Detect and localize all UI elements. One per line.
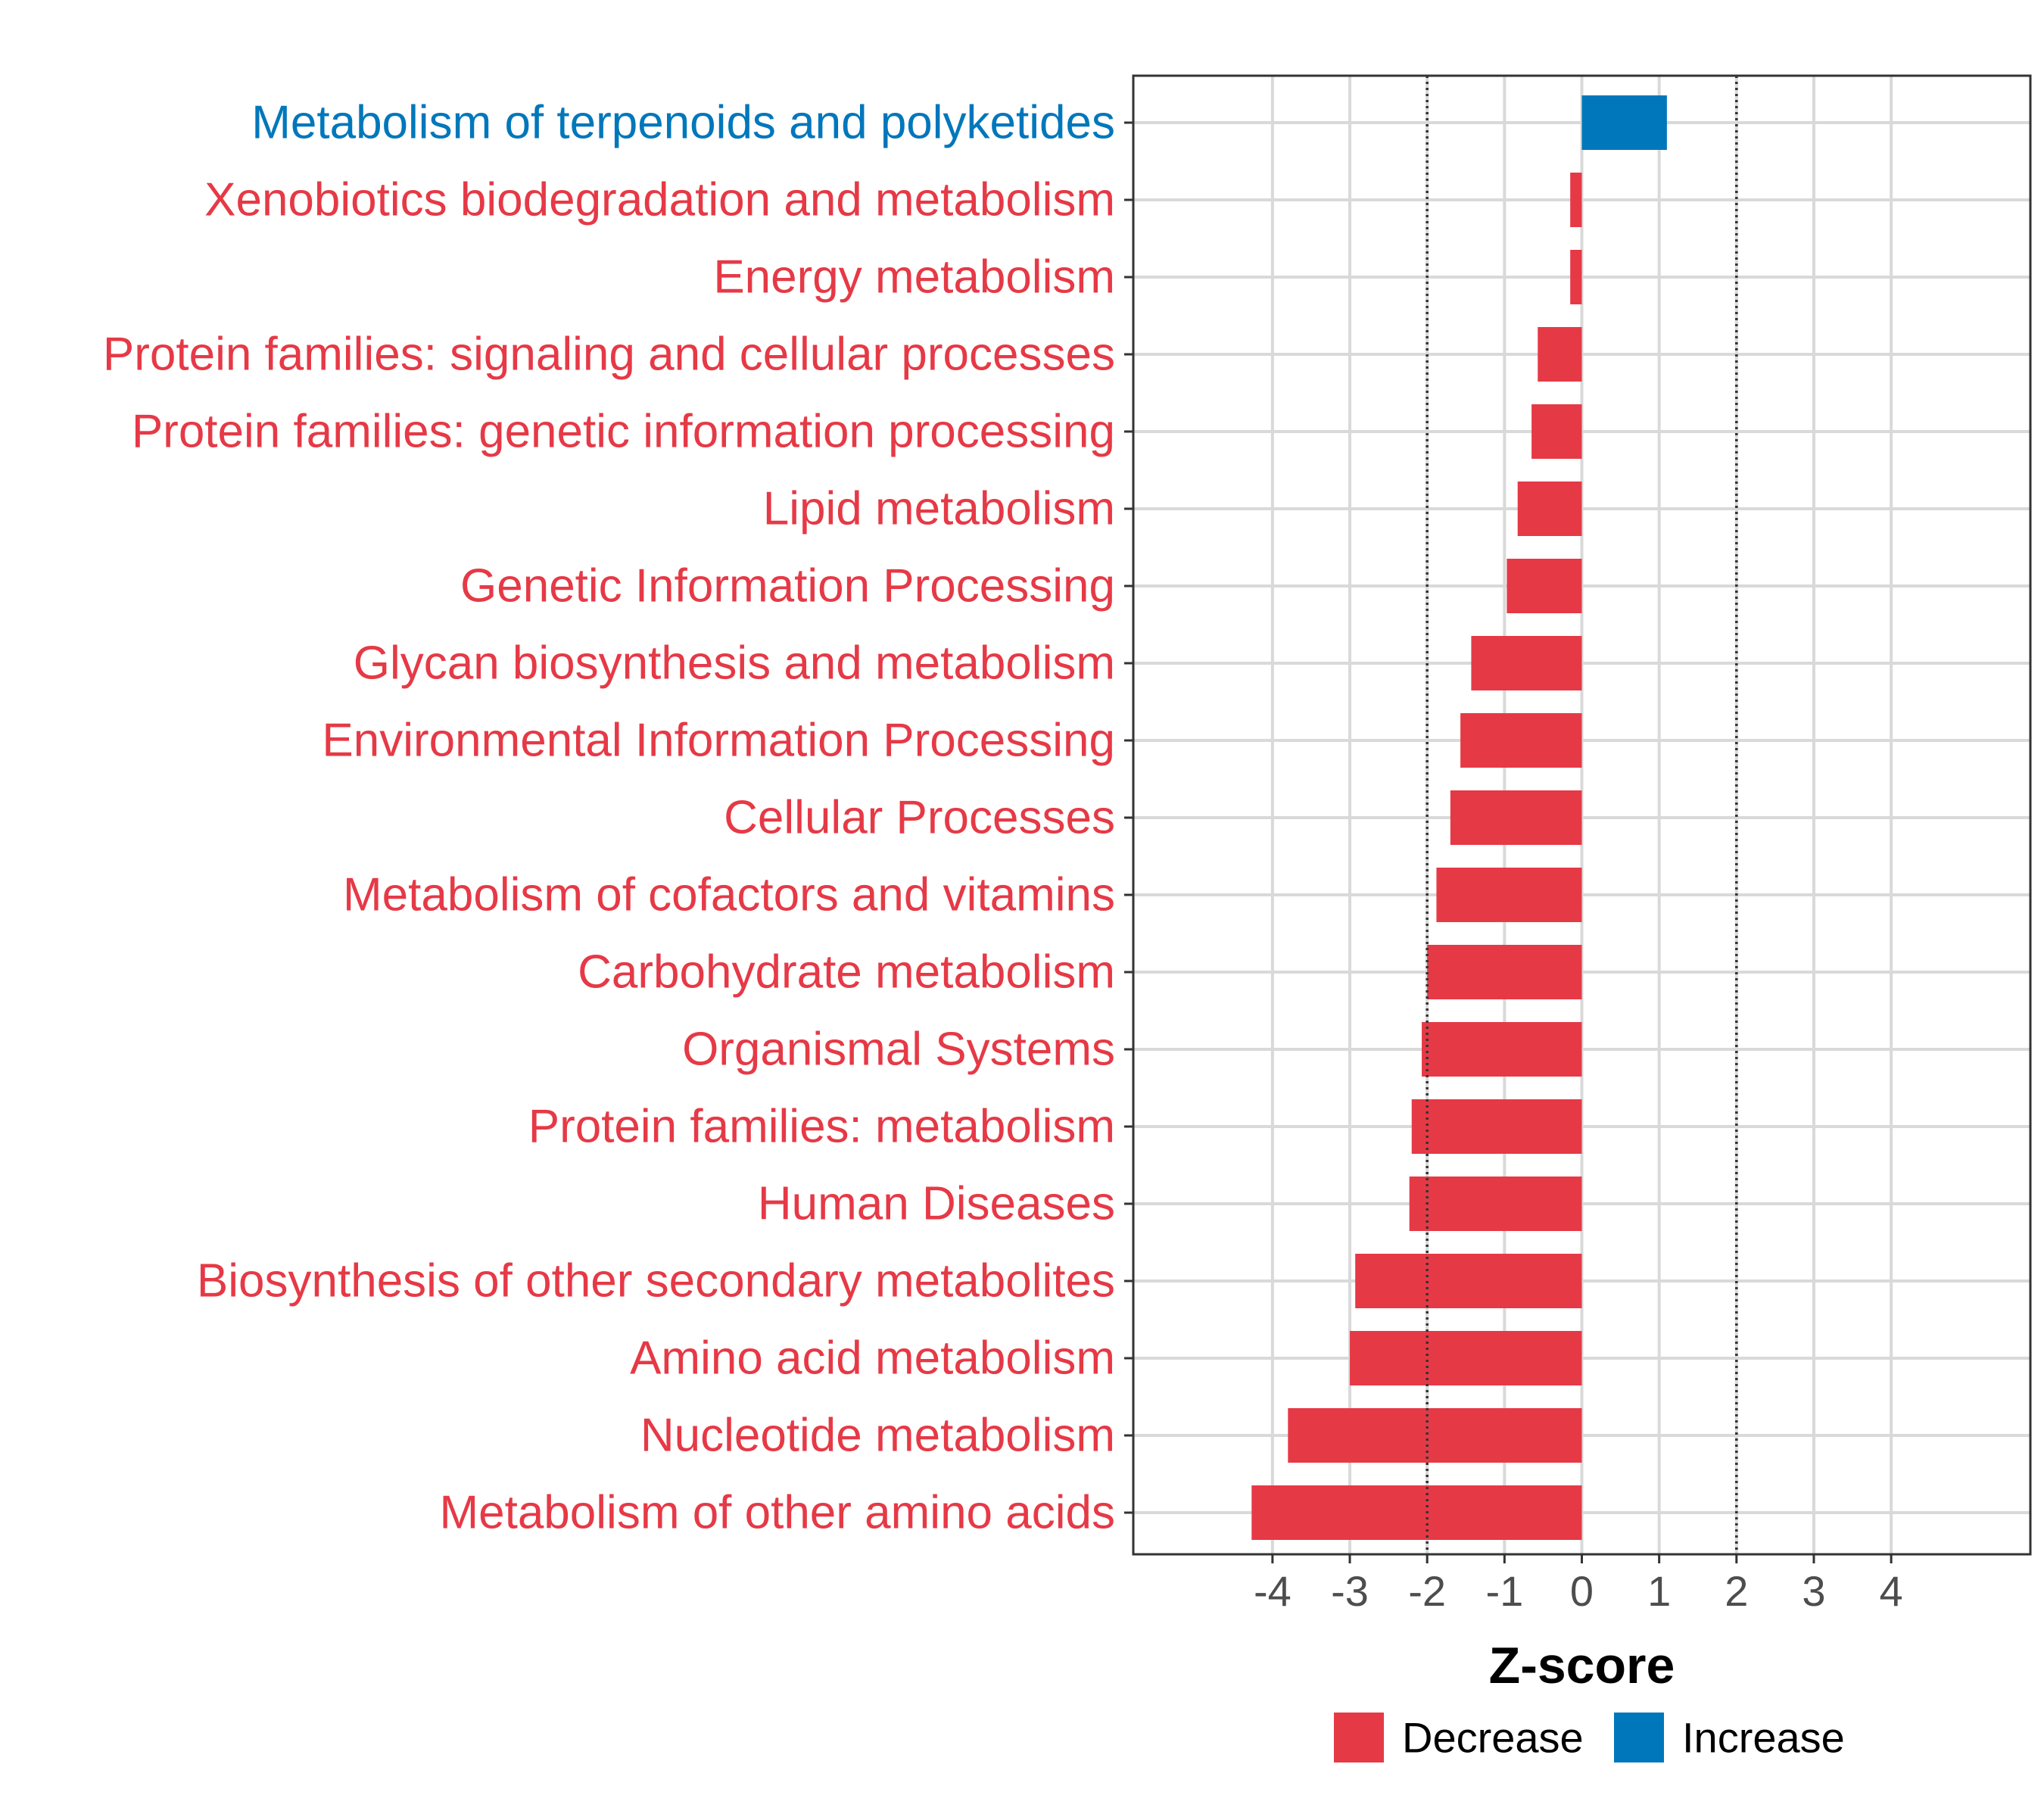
x-tick-label: 2 xyxy=(1725,1567,1748,1615)
bar xyxy=(1436,868,1582,922)
legend: Decrease Increase xyxy=(1334,1713,1845,1762)
category-label: Carbohydrate metabolism xyxy=(578,946,1115,999)
bar xyxy=(1581,95,1667,150)
bar xyxy=(1507,559,1582,613)
category-label: Organismal Systems xyxy=(682,1024,1115,1076)
bar xyxy=(1570,173,1582,227)
x-tick-label: 1 xyxy=(1647,1567,1671,1615)
bar xyxy=(1570,250,1582,304)
category-label: Metabolism of other amino acids xyxy=(439,1487,1115,1539)
bar xyxy=(1409,1177,1582,1231)
category-label: Nucleotide metabolism xyxy=(640,1410,1115,1462)
x-tick-label: 3 xyxy=(1802,1567,1825,1615)
category-label: Protein families: metabolism xyxy=(528,1101,1115,1153)
category-label: Xenobiotics biodegradation and metabolis… xyxy=(204,174,1115,226)
bars xyxy=(1251,95,1667,1540)
category-label: Environmental Information Processing xyxy=(322,715,1115,767)
category-label: Genetic Information Processing xyxy=(460,560,1115,612)
category-label: Biosynthesis of other secondary metaboli… xyxy=(197,1255,1115,1307)
category-label: Protein families: genetic information pr… xyxy=(132,406,1115,458)
category-labels: Metabolism of terpenoids and polyketides… xyxy=(103,97,1115,1539)
x-tick-label: -3 xyxy=(1331,1567,1369,1615)
x-tick-label: -1 xyxy=(1485,1567,1523,1615)
category-label: Amino acid metabolism xyxy=(630,1332,1115,1385)
x-tick-label: -4 xyxy=(1254,1567,1292,1615)
category-label: Energy metabolism xyxy=(713,251,1115,304)
bar xyxy=(1251,1485,1582,1540)
bar xyxy=(1538,327,1582,382)
x-tick-label: 0 xyxy=(1570,1567,1594,1615)
legend-swatch xyxy=(1614,1713,1664,1762)
category-label: Lipid metabolism xyxy=(763,483,1115,535)
category-label: Metabolism of terpenoids and polyketides xyxy=(251,97,1115,149)
x-axis-ticks: -4 -3 -2 -1 0 1 2 3 4 xyxy=(1254,1554,1903,1615)
reference-lines xyxy=(1426,76,1738,1554)
legend-swatch xyxy=(1334,1713,1384,1762)
bar xyxy=(1517,482,1582,536)
category-label: Protein families: signaling and cellular… xyxy=(103,329,1115,381)
legend-label: Increase xyxy=(1682,1714,1845,1762)
legend-label: Decrease xyxy=(1402,1714,1584,1762)
bar xyxy=(1411,1099,1582,1154)
bar xyxy=(1460,713,1582,768)
category-label: Glycan biosynthesis and metabolism xyxy=(354,637,1115,690)
bar xyxy=(1288,1408,1582,1463)
bar xyxy=(1355,1254,1582,1308)
y-axis-ticks xyxy=(1124,121,1133,1514)
bar xyxy=(1350,1331,1582,1385)
bar xyxy=(1422,1022,1582,1077)
x-axis-title: Z-score xyxy=(1489,1637,1675,1694)
bar xyxy=(1427,945,1582,999)
bar xyxy=(1471,636,1582,690)
bar xyxy=(1450,790,1582,845)
x-tick-label: 4 xyxy=(1880,1567,1903,1615)
bar xyxy=(1531,404,1582,459)
category-label: Cellular Processes xyxy=(724,792,1115,844)
category-label: Metabolism of cofactors and vitamins xyxy=(343,869,1115,921)
category-label: Human Diseases xyxy=(758,1178,1115,1230)
x-tick-label: -2 xyxy=(1408,1567,1446,1615)
